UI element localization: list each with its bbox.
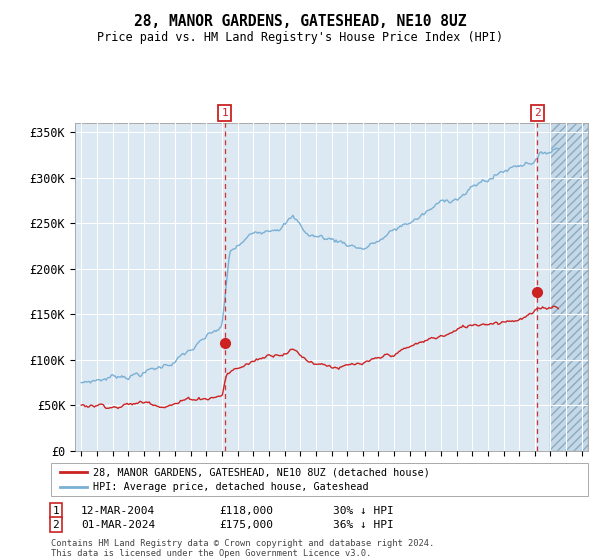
Text: Price paid vs. HM Land Registry's House Price Index (HPI): Price paid vs. HM Land Registry's House …	[97, 31, 503, 44]
Text: 28, MANOR GARDENS, GATESHEAD, NE10 8UZ: 28, MANOR GARDENS, GATESHEAD, NE10 8UZ	[134, 14, 466, 29]
Text: £175,000: £175,000	[219, 520, 273, 530]
Text: 1: 1	[52, 506, 59, 516]
Bar	[550, 123, 588, 451]
Text: 01-MAR-2024: 01-MAR-2024	[81, 520, 155, 530]
Bar	[550, 123, 588, 451]
Text: Contains HM Land Registry data © Crown copyright and database right 2024.
This d: Contains HM Land Registry data © Crown c…	[51, 539, 434, 558]
Text: HPI: Average price, detached house, Gateshead: HPI: Average price, detached house, Gate…	[93, 483, 368, 492]
Text: 2: 2	[534, 108, 541, 118]
Text: £118,000: £118,000	[219, 506, 273, 516]
Text: 2: 2	[52, 520, 59, 530]
Text: 30% ↓ HPI: 30% ↓ HPI	[333, 506, 394, 516]
Text: 1: 1	[221, 108, 228, 118]
Text: 28, MANOR GARDENS, GATESHEAD, NE10 8UZ (detached house): 28, MANOR GARDENS, GATESHEAD, NE10 8UZ (…	[93, 467, 430, 477]
Text: 12-MAR-2004: 12-MAR-2004	[81, 506, 155, 516]
Text: 36% ↓ HPI: 36% ↓ HPI	[333, 520, 394, 530]
